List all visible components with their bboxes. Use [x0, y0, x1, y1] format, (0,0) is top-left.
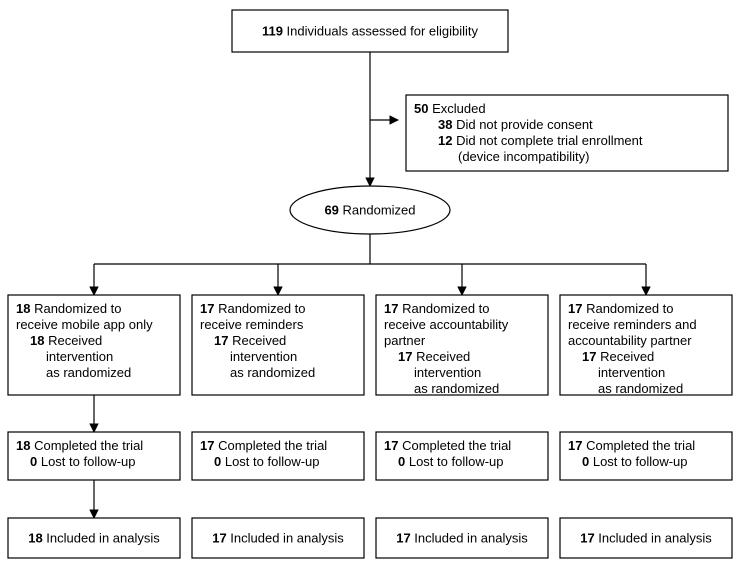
node-text-line: 50 Excluded: [414, 101, 486, 116]
node-text-line: 17 Randomized to: [384, 301, 490, 316]
node-arm3_follow: 17 Completed the trial0 Lost to follow-u…: [376, 432, 548, 480]
node-text-line: receive accountability: [384, 317, 509, 332]
node-text-line: as randomized: [46, 365, 131, 380]
node-text-line: 17 Received: [582, 349, 654, 364]
node-text-line: 17 Completed the trial: [200, 438, 327, 453]
node-assessed: 119 Individuals assessed for eligibility: [232, 10, 508, 52]
node-text-line: 38 Did not provide consent: [438, 117, 593, 132]
node-text-line: as randomized: [414, 381, 499, 396]
node-text-line: 17 Included in analysis: [580, 531, 712, 546]
node-text-line: 18 Included in analysis: [28, 531, 160, 546]
node-arm4_alloc: 17 Randomized toreceive reminders andacc…: [560, 295, 732, 396]
node-text-line: receive reminders and: [568, 317, 697, 332]
node-arm3_alloc: 17 Randomized toreceive accountabilitypa…: [376, 295, 548, 396]
node-text-line: 12 Did not complete trial enrollment: [438, 133, 643, 148]
node-text-line: intervention: [414, 365, 481, 380]
node-text-line: (device incompatibility): [458, 149, 590, 164]
node-text-line: 119 Individuals assessed for eligibility: [262, 24, 479, 39]
node-arm2_follow: 17 Completed the trial0 Lost to follow-u…: [192, 432, 364, 480]
node-text-line: 18 Received: [30, 333, 102, 348]
node-arm4_incl: 17 Included in analysis: [560, 518, 732, 558]
node-text-line: 0 Lost to follow-up: [30, 454, 136, 469]
node-arm2_alloc: 17 Randomized toreceive reminders17 Rece…: [192, 295, 364, 395]
node-arm2_incl: 17 Included in analysis: [192, 518, 364, 558]
node-text-line: 18 Randomized to: [16, 301, 122, 316]
node-text-line: 69 Randomized: [324, 203, 415, 218]
node-arm1_alloc: 18 Randomized toreceive mobile app only1…: [8, 295, 180, 395]
node-text-line: receive reminders: [200, 317, 304, 332]
node-text-line: 17 Received: [214, 333, 286, 348]
node-arm4_follow: 17 Completed the trial0 Lost to follow-u…: [560, 432, 732, 480]
node-text-line: 17 Included in analysis: [212, 531, 344, 546]
node-arm3_incl: 17 Included in analysis: [376, 518, 548, 558]
node-arm1_follow: 18 Completed the trial0 Lost to follow-u…: [8, 432, 180, 480]
node-text-line: intervention: [230, 349, 297, 364]
node-text-line: 17 Completed the trial: [568, 438, 695, 453]
node-randomized: 69 Randomized: [290, 186, 450, 234]
node-text-line: intervention: [46, 349, 113, 364]
node-text-line: as randomized: [598, 381, 683, 396]
node-text-line: 0 Lost to follow-up: [214, 454, 320, 469]
node-text-line: 17 Received: [398, 349, 470, 364]
node-text-line: 18 Completed the trial: [16, 438, 143, 453]
node-text-line: intervention: [598, 365, 665, 380]
node-text-line: 17 Randomized to: [200, 301, 306, 316]
node-text-line: 17 Randomized to: [568, 301, 674, 316]
node-text-line: partner: [384, 333, 426, 348]
node-text-line: 0 Lost to follow-up: [582, 454, 688, 469]
node-excluded: 50 Excluded38 Did not provide consent12 …: [406, 95, 728, 171]
node-text-line: 17 Completed the trial: [384, 438, 511, 453]
consort-flowchart: 119 Individuals assessed for eligibility…: [0, 0, 739, 579]
node-arm1_incl: 18 Included in analysis: [8, 518, 180, 558]
node-text-line: 17 Included in analysis: [396, 531, 528, 546]
node-text-line: 0 Lost to follow-up: [398, 454, 504, 469]
node-text-line: receive mobile app only: [16, 317, 153, 332]
node-text-line: accountability partner: [568, 333, 692, 348]
node-text-line: as randomized: [230, 365, 315, 380]
